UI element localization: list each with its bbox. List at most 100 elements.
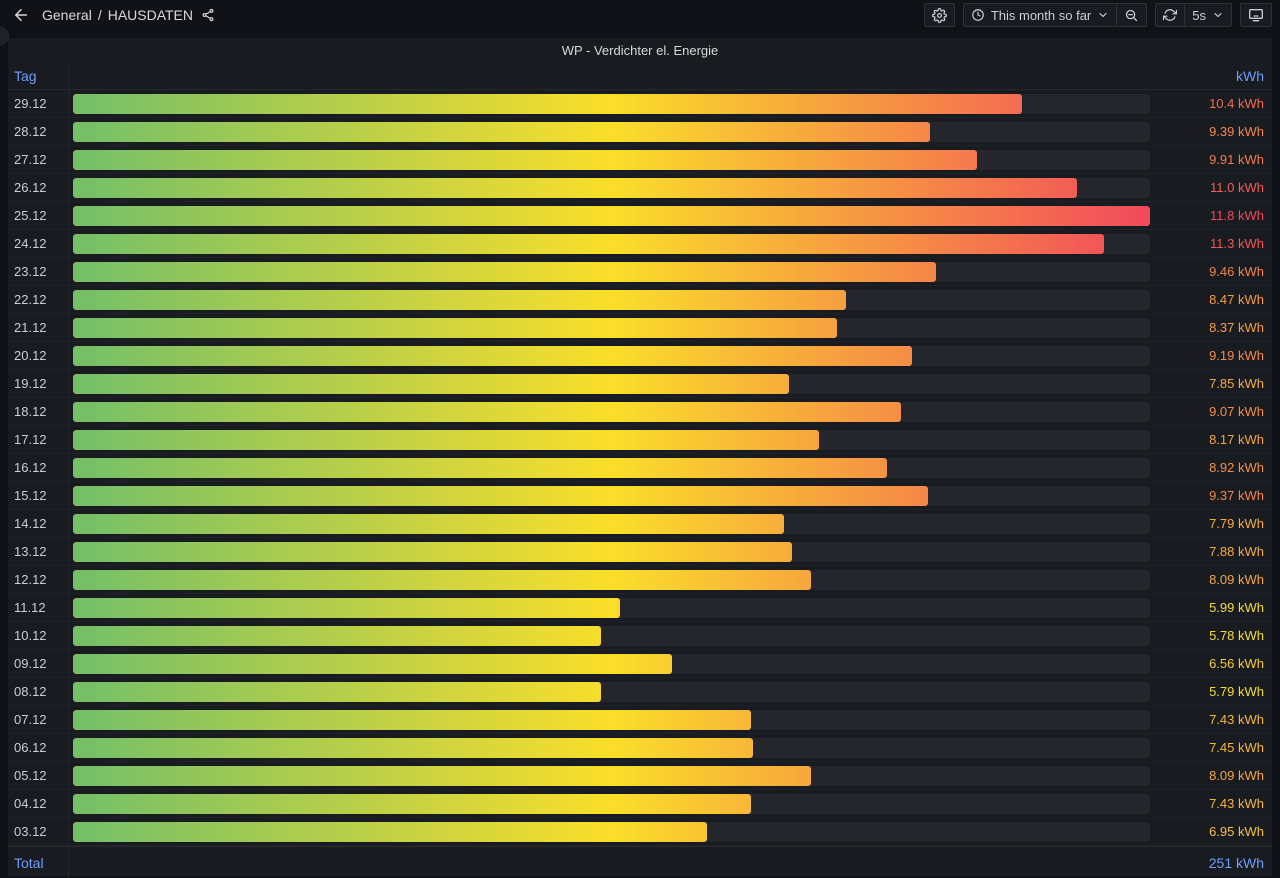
row-date-label: 05.12 xyxy=(14,768,47,783)
top-navigation: General / HAUSDATEN This month so far xyxy=(0,0,1280,30)
table-row: 22.12 8.47 kWh xyxy=(8,286,1272,314)
bar-track xyxy=(73,681,1150,702)
column-header-tag[interactable]: Tag xyxy=(14,67,37,84)
bar-gauge xyxy=(68,762,1150,789)
total-value: 251 kWh xyxy=(68,847,1272,878)
bar-fill xyxy=(73,345,912,366)
row-date-label: 25.12 xyxy=(14,208,47,223)
table-row: 03.12 6.95 kWh xyxy=(8,818,1272,846)
row-date-label: 06.12 xyxy=(14,740,47,755)
bargauge-panel: WP - Verdichter el. Energie Tag kWh 29.1… xyxy=(8,38,1272,878)
row-value-label: 6.56 kWh xyxy=(1209,656,1264,671)
bar-gauge xyxy=(68,174,1150,201)
column-header-kwh[interactable]: kWh xyxy=(1236,67,1264,84)
table-row: 06.12 7.45 kWh xyxy=(8,734,1272,762)
row-date-label: 15.12 xyxy=(14,488,47,503)
zoom-out-button[interactable] xyxy=(1116,4,1146,26)
bar-track xyxy=(73,205,1150,226)
row-date-label: 29.12 xyxy=(14,96,47,111)
kiosk-mode-button[interactable] xyxy=(1240,3,1272,27)
bar-fill xyxy=(73,737,753,758)
table-row: 09.12 6.56 kWh xyxy=(8,650,1272,678)
row-value-label: 8.17 kWh xyxy=(1209,432,1264,447)
table-row: 08.12 5.79 kWh xyxy=(8,678,1272,706)
bar-track xyxy=(73,765,1150,786)
table-row: 21.12 8.37 kWh xyxy=(8,314,1272,342)
bar-fill xyxy=(73,149,978,170)
table-row: 24.12 11.3 kWh xyxy=(8,230,1272,258)
row-value-label: 10.4 kWh xyxy=(1209,96,1264,111)
bar-gauge xyxy=(68,510,1150,537)
table-row: 25.12 11.8 kWh xyxy=(8,202,1272,230)
row-date-label: 12.12 xyxy=(14,572,47,587)
bar-gauge xyxy=(68,454,1150,481)
bar-track xyxy=(73,541,1150,562)
refresh-interval-button[interactable]: 5s xyxy=(1184,4,1231,26)
time-picker-group: This month so far xyxy=(962,3,1148,27)
row-value-label: 7.43 kWh xyxy=(1209,712,1264,727)
bar-fill xyxy=(73,261,937,282)
row-date-label: 26.12 xyxy=(14,180,47,195)
table-row: 04.12 7.43 kWh xyxy=(8,790,1272,818)
row-date-label: 09.12 xyxy=(14,656,47,671)
bar-fill xyxy=(73,457,888,478)
bar-track xyxy=(73,625,1150,646)
bar-fill xyxy=(73,289,847,310)
table-row: 12.12 8.09 kWh xyxy=(8,566,1272,594)
table-row: 17.12 8.17 kWh xyxy=(8,426,1272,454)
bar-track xyxy=(73,401,1150,422)
clock-icon xyxy=(971,8,985,22)
row-date-label: 21.12 xyxy=(14,320,47,335)
row-date-label: 11.12 xyxy=(14,600,46,615)
bar-fill xyxy=(73,233,1105,254)
table-row: 14.12 7.79 kWh xyxy=(8,510,1272,538)
breadcrumb-dashboard[interactable]: HAUSDATEN xyxy=(107,7,194,23)
refresh-icon xyxy=(1163,8,1178,22)
row-date-label: 18.12 xyxy=(14,404,47,419)
bar-track xyxy=(73,429,1150,450)
table-row: 13.12 7.88 kWh xyxy=(8,538,1272,566)
bar-gauge xyxy=(68,706,1150,733)
table-row: 05.12 8.09 kWh xyxy=(8,762,1272,790)
bar-track xyxy=(73,597,1150,618)
breadcrumb: General / HAUSDATEN xyxy=(42,7,215,23)
row-date-label: 22.12 xyxy=(14,292,47,307)
bar-fill xyxy=(73,429,819,450)
bar-gauge xyxy=(68,118,1150,145)
gear-icon xyxy=(931,7,947,23)
table-row: 16.12 8.92 kWh xyxy=(8,454,1272,482)
row-value-label: 8.92 kWh xyxy=(1209,460,1264,475)
table-rows: 29.12 10.4 kWh 28.12 9.39 kWh 27.12 9.91… xyxy=(8,90,1272,846)
bar-gauge xyxy=(68,678,1150,705)
row-value-label: 7.88 kWh xyxy=(1209,544,1264,559)
time-range-label: This month so far xyxy=(990,7,1092,23)
row-value-label: 8.09 kWh xyxy=(1209,572,1264,587)
table-row: 23.12 9.46 kWh xyxy=(8,258,1272,286)
breadcrumb-separator: / xyxy=(97,7,102,23)
bar-track xyxy=(73,261,1150,282)
row-value-label: 11.3 kWh xyxy=(1210,236,1264,251)
chevron-down-icon xyxy=(1097,9,1109,21)
back-button[interactable] xyxy=(12,6,30,24)
row-date-label: 08.12 xyxy=(14,684,47,699)
time-range-button[interactable]: This month so far xyxy=(964,4,1116,26)
row-value-label: 9.91 kWh xyxy=(1209,152,1264,167)
bar-track xyxy=(73,345,1150,366)
bar-gauge xyxy=(68,426,1150,453)
row-value-label: 5.79 kWh xyxy=(1209,684,1264,699)
table-row: 19.12 7.85 kWh xyxy=(8,370,1272,398)
bar-fill xyxy=(73,401,901,422)
table-footer: Total 251 kWh xyxy=(8,846,1272,878)
bar-fill xyxy=(73,709,752,730)
dashboard-settings-button[interactable] xyxy=(923,3,955,27)
bar-fill xyxy=(73,373,790,394)
bar-track xyxy=(73,569,1150,590)
bar-track xyxy=(73,793,1150,814)
row-value-label: 7.45 kWh xyxy=(1209,740,1264,755)
share-alt-icon[interactable] xyxy=(201,8,215,22)
refresh-button[interactable] xyxy=(1156,4,1184,26)
row-value-label: 7.85 kWh xyxy=(1209,376,1264,391)
table-row: 07.12 7.43 kWh xyxy=(8,706,1272,734)
breadcrumb-section[interactable]: General xyxy=(42,7,92,23)
bar-gauge xyxy=(68,286,1150,313)
